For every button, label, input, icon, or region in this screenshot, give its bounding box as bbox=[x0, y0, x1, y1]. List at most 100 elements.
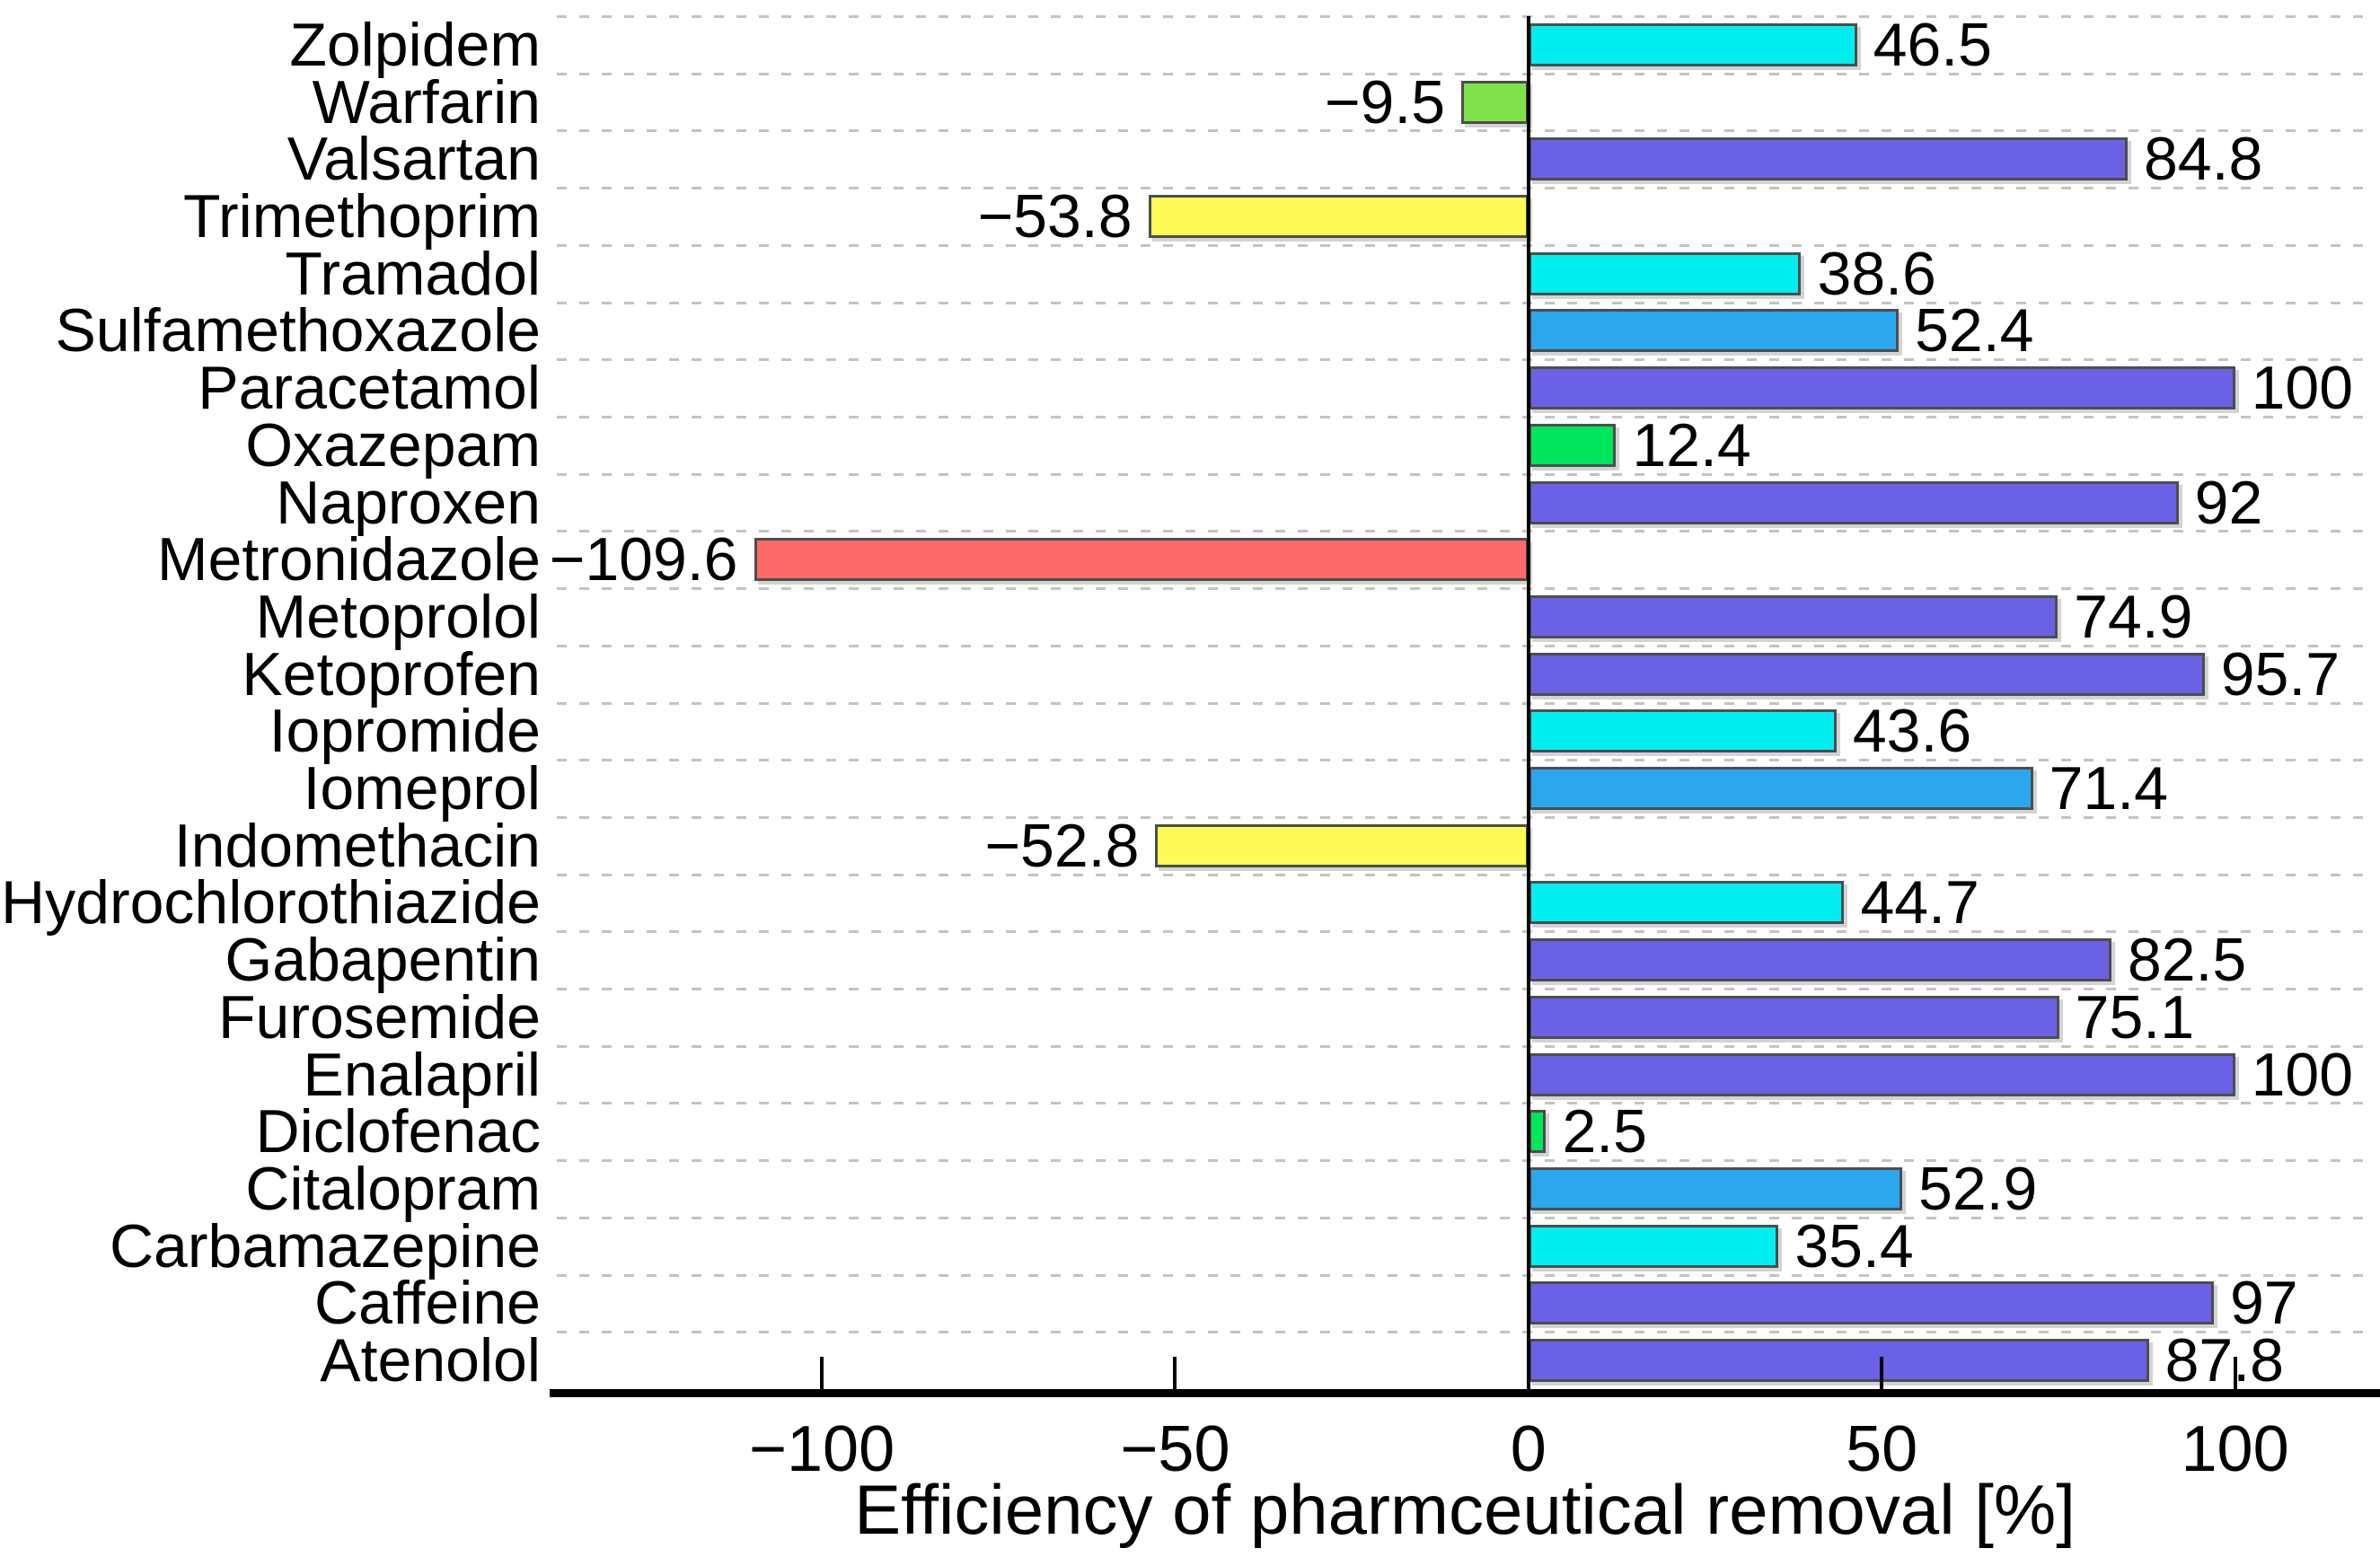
gridline bbox=[557, 129, 2373, 133]
category-label: Citalopram bbox=[245, 1155, 541, 1224]
bar-value-label: 46.5 bbox=[1873, 10, 1993, 79]
bar-value-label: 52.4 bbox=[1915, 296, 2034, 365]
category-label: Tramadol bbox=[285, 239, 541, 308]
x-tick-label: 50 bbox=[1846, 1413, 1918, 1485]
bar bbox=[1461, 80, 1529, 124]
category-label: Sulfamethoxazole bbox=[55, 296, 541, 365]
category-label: Carbamazepine bbox=[109, 1211, 541, 1280]
bar-value-label: −53.8 bbox=[977, 181, 1133, 251]
bar-value-label: 52.9 bbox=[1918, 1155, 2038, 1224]
bar bbox=[1528, 1052, 2235, 1096]
x-tick bbox=[820, 1357, 824, 1389]
bar-value-label: 71.4 bbox=[2049, 754, 2168, 823]
bar bbox=[1528, 767, 2033, 811]
category-label: Enalapril bbox=[303, 1040, 541, 1109]
bar-value-label: 92 bbox=[2194, 468, 2263, 537]
bar-value-label: 12.4 bbox=[1632, 410, 1751, 479]
gridline bbox=[557, 358, 2373, 362]
gridline bbox=[557, 1216, 2373, 1219]
category-label: Indomethacin bbox=[173, 811, 541, 880]
bar bbox=[1528, 309, 1900, 353]
category-label: Furosemide bbox=[217, 982, 541, 1051]
bar bbox=[1528, 594, 2058, 638]
bar bbox=[1528, 1281, 2214, 1325]
x-tick-label: 0 bbox=[1510, 1413, 1547, 1485]
bar-value-label: 44.7 bbox=[1860, 868, 1979, 937]
gridline bbox=[557, 873, 2373, 876]
bar bbox=[1528, 1110, 1547, 1154]
bar-value-label: −9.5 bbox=[1324, 67, 1446, 136]
bar bbox=[1528, 881, 1845, 925]
bar bbox=[1528, 1167, 1902, 1211]
category-label: Diclofenac bbox=[255, 1097, 542, 1166]
x-tick bbox=[2233, 1357, 2237, 1389]
bar bbox=[1528, 423, 1617, 467]
bar bbox=[1528, 366, 2235, 410]
category-label: Oxazepam bbox=[245, 410, 541, 479]
bar bbox=[1528, 137, 2128, 181]
bar-value-label: 75.1 bbox=[2075, 982, 2195, 1051]
bar bbox=[1528, 251, 1802, 295]
bar-value-label: 43.6 bbox=[1852, 697, 1972, 766]
gridline bbox=[557, 815, 2373, 819]
gridline bbox=[557, 243, 2373, 247]
x-tick-label: −100 bbox=[748, 1413, 895, 1485]
zero-axis-line bbox=[1526, 16, 1530, 1389]
category-label: Iopromide bbox=[269, 697, 541, 766]
gridline bbox=[557, 72, 2373, 75]
bar-value-label: 74.9 bbox=[2074, 582, 2193, 651]
gridline bbox=[557, 530, 2373, 533]
bar bbox=[1528, 22, 1857, 66]
category-label: Metronidazole bbox=[156, 525, 541, 594]
bar-value-label: 35.4 bbox=[1794, 1211, 1914, 1280]
gridline bbox=[557, 15, 2373, 18]
bar-value-label: 100 bbox=[2251, 354, 2354, 423]
gridline bbox=[557, 930, 2373, 934]
bar bbox=[1528, 938, 2111, 982]
bar-value-label: −109.6 bbox=[549, 525, 738, 594]
bar-value-label: 82.5 bbox=[2127, 926, 2247, 995]
category-label: Caffeine bbox=[313, 1269, 541, 1338]
gridline bbox=[557, 187, 2373, 190]
bar bbox=[1528, 995, 2059, 1039]
bar bbox=[1528, 1224, 1779, 1268]
category-label: Trimethoprim bbox=[183, 181, 541, 251]
category-label: Zolpidem bbox=[289, 10, 541, 79]
gridline bbox=[557, 644, 2373, 647]
gridline bbox=[557, 1273, 2373, 1277]
gridline bbox=[557, 472, 2373, 476]
x-tick bbox=[1526, 1357, 1530, 1389]
category-label: Valsartan bbox=[286, 125, 541, 194]
bar-value-label: 87.8 bbox=[2164, 1326, 2284, 1395]
bar bbox=[1528, 652, 2205, 696]
category-label: Hydrochlorothiazide bbox=[1, 868, 541, 937]
category-label: Ketoprofen bbox=[242, 639, 541, 708]
gridline bbox=[557, 701, 2373, 705]
x-tick bbox=[1880, 1357, 1884, 1389]
bar bbox=[1528, 1339, 2149, 1383]
gridline bbox=[557, 759, 2373, 762]
bar bbox=[1155, 823, 1529, 867]
bar-value-label: 38.6 bbox=[1817, 239, 1936, 308]
bar-value-label: 2.5 bbox=[1562, 1097, 1647, 1166]
gridline bbox=[557, 1331, 2373, 1334]
x-tick-label: 100 bbox=[2181, 1413, 2289, 1485]
category-label: Warfarin bbox=[312, 67, 541, 136]
bar-value-label: 100 bbox=[2251, 1040, 2354, 1109]
gridline bbox=[557, 587, 2373, 591]
category-label: Metoprolol bbox=[255, 582, 542, 651]
x-tick bbox=[1173, 1357, 1177, 1389]
bar-value-label: −52.8 bbox=[984, 811, 1140, 880]
bar-value-label: 84.8 bbox=[2143, 125, 2263, 194]
bar bbox=[1528, 480, 2179, 524]
gridline bbox=[557, 988, 2373, 991]
category-label: Naproxen bbox=[276, 468, 541, 537]
gridline bbox=[557, 415, 2373, 418]
x-axis-line bbox=[550, 1389, 2380, 1397]
gridline bbox=[557, 1159, 2373, 1163]
gridline bbox=[557, 301, 2373, 304]
bar bbox=[1528, 709, 1837, 753]
category-label: Iomeprol bbox=[303, 754, 541, 823]
bar-value-label: 97 bbox=[2229, 1269, 2298, 1338]
